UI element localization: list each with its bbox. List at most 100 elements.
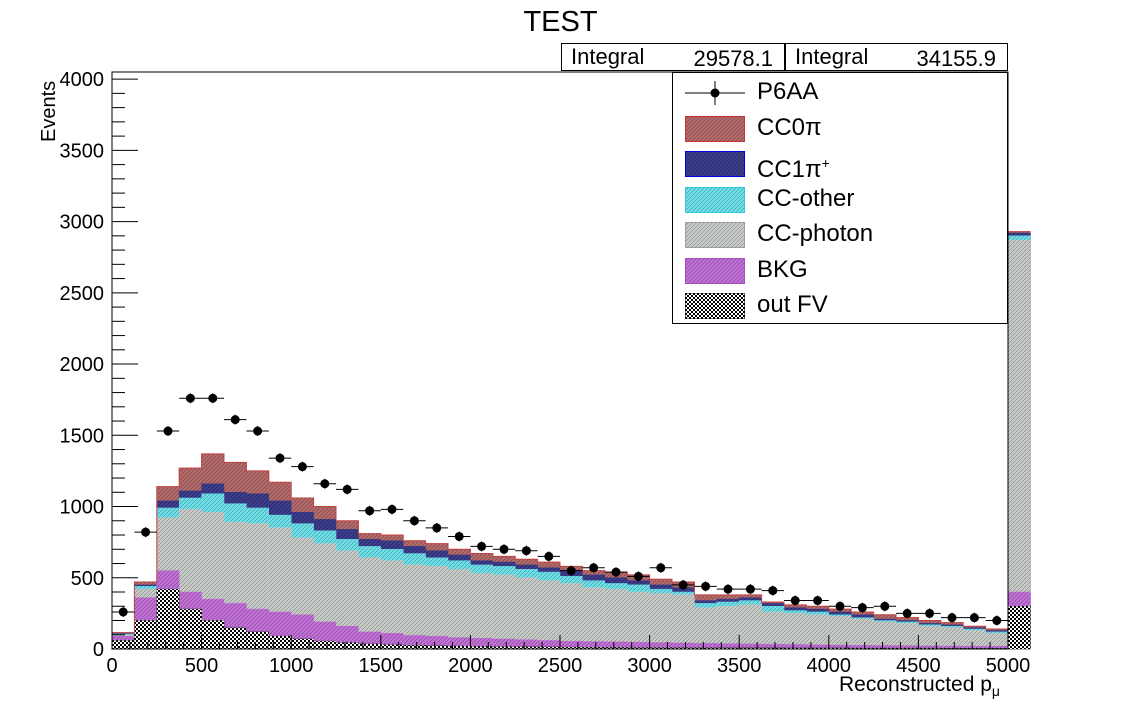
y-tick-label: 3000 bbox=[60, 212, 105, 234]
bar-pattern bbox=[761, 647, 784, 649]
x-axis-label-text: Reconstructed p bbox=[839, 673, 992, 696]
legend-symbol bbox=[685, 115, 745, 142]
x-tick-label: 1000 bbox=[269, 655, 314, 677]
legend-swatch-pattern bbox=[685, 151, 745, 177]
data-point bbox=[141, 527, 151, 537]
data-point bbox=[297, 462, 307, 472]
bar-hatch bbox=[896, 645, 919, 649]
legend-entry: CC-other bbox=[673, 183, 1007, 217]
legend-label-sup: + bbox=[821, 155, 830, 171]
bar-hatch bbox=[470, 638, 493, 649]
legend-label: CC-other bbox=[757, 184, 855, 212]
legend-entry: CC0π bbox=[673, 112, 1007, 146]
bar-pattern bbox=[425, 645, 448, 649]
bar-hatch bbox=[672, 643, 695, 649]
data-point bbox=[365, 506, 375, 516]
bar-pattern bbox=[716, 647, 740, 649]
bar-hatch bbox=[851, 619, 874, 649]
x-tick-label: 3000 bbox=[627, 655, 672, 677]
data-point bbox=[208, 393, 218, 403]
legend-entry: CC-photon bbox=[673, 218, 1007, 252]
data-point bbox=[835, 601, 845, 611]
bar-pattern bbox=[403, 645, 426, 649]
bar-pattern bbox=[694, 647, 717, 649]
bar-hatch bbox=[940, 627, 964, 649]
data-point bbox=[521, 546, 531, 556]
data-point bbox=[992, 616, 1002, 626]
data-point bbox=[925, 608, 935, 618]
data-point bbox=[320, 479, 330, 489]
bar-pattern bbox=[358, 644, 381, 649]
bar-pattern bbox=[224, 627, 247, 649]
legend-entry: P6AA bbox=[673, 76, 1007, 110]
bar-pattern bbox=[156, 589, 180, 649]
bar-pattern bbox=[134, 620, 157, 649]
bar-hatch bbox=[470, 573, 493, 649]
bar-hatch bbox=[448, 569, 471, 649]
bar-hatch bbox=[716, 606, 740, 649]
stats-value: 34155.9 bbox=[916, 46, 996, 71]
bar-pattern bbox=[201, 620, 224, 649]
bar-hatch bbox=[380, 560, 404, 649]
bar-hatch bbox=[627, 642, 650, 649]
bar-pattern bbox=[112, 640, 135, 649]
chart-title: TEST bbox=[523, 6, 598, 38]
data-point bbox=[163, 426, 173, 436]
legend-swatch-pattern bbox=[685, 222, 745, 248]
bar-hatch bbox=[336, 550, 359, 649]
legend-swatch-pattern bbox=[685, 258, 745, 283]
bar-hatch bbox=[582, 587, 605, 649]
bar-hatch bbox=[403, 564, 426, 649]
bar-hatch bbox=[694, 607, 717, 649]
y-axis-label-wrap: Events bbox=[38, 70, 62, 150]
data-point bbox=[342, 484, 352, 494]
data-point bbox=[387, 504, 397, 514]
data-point bbox=[589, 563, 599, 573]
data-point bbox=[118, 607, 128, 617]
bar-hatch bbox=[963, 630, 986, 649]
bar-hatch bbox=[761, 611, 784, 649]
legend-symbol bbox=[685, 293, 745, 319]
bar-hatch bbox=[582, 641, 605, 649]
bar-hatch bbox=[604, 641, 628, 649]
bar-hatch bbox=[761, 644, 784, 649]
data-point bbox=[947, 613, 957, 623]
bar-hatch bbox=[985, 633, 1008, 649]
data-point bbox=[678, 580, 688, 590]
bar-pattern bbox=[649, 647, 672, 649]
stats-box-1: Integral 29578.1 bbox=[561, 43, 785, 71]
x-tick-label: 5000 bbox=[986, 655, 1031, 677]
legend-symbol bbox=[685, 222, 745, 248]
data-point bbox=[813, 596, 823, 606]
y-tick-label: 500 bbox=[71, 568, 104, 590]
legend: P6AA CC0π CC1π+ CC-other CC-photon BKG out FV bbox=[672, 72, 1008, 324]
legend-marker bbox=[710, 88, 720, 98]
bar-hatch bbox=[918, 645, 941, 649]
bar-hatch bbox=[828, 645, 852, 649]
bar-pattern bbox=[470, 646, 493, 649]
bar-pattern bbox=[313, 641, 336, 649]
bar-hatch bbox=[672, 594, 695, 649]
legend-label: out FV bbox=[757, 291, 828, 318]
stats-label: Integral bbox=[795, 44, 869, 69]
y-tick-label: 0 bbox=[93, 639, 104, 661]
bar-hatch bbox=[940, 646, 964, 649]
legend-entry: CC1π+ bbox=[673, 147, 1007, 183]
bar-hatch bbox=[515, 577, 538, 649]
bar-hatch bbox=[515, 639, 538, 649]
data-points bbox=[112, 393, 1008, 626]
y-tick-label: 1000 bbox=[60, 497, 105, 519]
data-point bbox=[790, 596, 800, 606]
bar-pattern bbox=[582, 647, 605, 649]
legend-symbol bbox=[685, 186, 745, 213]
y-tick-label: 4000 bbox=[60, 69, 105, 91]
data-point bbox=[611, 567, 621, 577]
data-point bbox=[857, 603, 867, 613]
data-point bbox=[768, 586, 778, 596]
data-point bbox=[701, 581, 711, 591]
bar-pattern bbox=[380, 644, 404, 649]
bar-hatch bbox=[649, 593, 672, 649]
bar-hatch bbox=[784, 644, 807, 649]
y-tick-label: 1500 bbox=[60, 425, 105, 447]
